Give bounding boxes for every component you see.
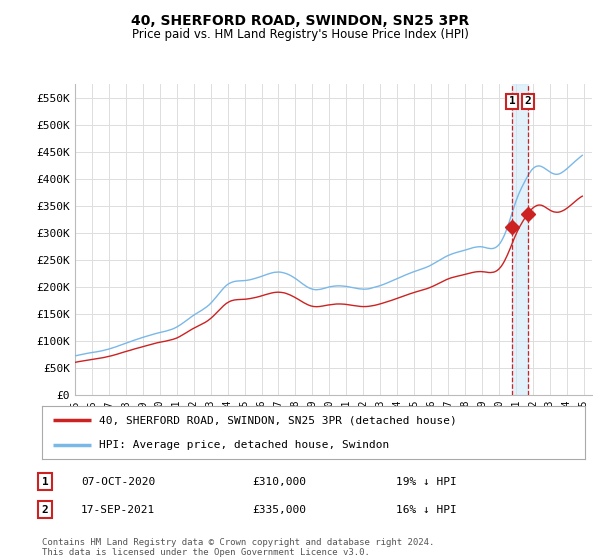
Text: 1: 1 xyxy=(509,96,515,106)
Text: 40, SHERFORD ROAD, SWINDON, SN25 3PR: 40, SHERFORD ROAD, SWINDON, SN25 3PR xyxy=(131,14,469,28)
Text: 2: 2 xyxy=(41,505,49,515)
Text: Contains HM Land Registry data © Crown copyright and database right 2024.
This d: Contains HM Land Registry data © Crown c… xyxy=(42,538,434,557)
Text: 16% ↓ HPI: 16% ↓ HPI xyxy=(396,505,457,515)
Text: 17-SEP-2021: 17-SEP-2021 xyxy=(81,505,155,515)
Text: 07-OCT-2020: 07-OCT-2020 xyxy=(81,477,155,487)
Text: £335,000: £335,000 xyxy=(252,505,306,515)
Text: 2: 2 xyxy=(524,96,532,106)
Text: HPI: Average price, detached house, Swindon: HPI: Average price, detached house, Swin… xyxy=(99,440,389,450)
Text: 1: 1 xyxy=(41,477,49,487)
Text: £310,000: £310,000 xyxy=(252,477,306,487)
Text: Price paid vs. HM Land Registry's House Price Index (HPI): Price paid vs. HM Land Registry's House … xyxy=(131,28,469,41)
Text: 40, SHERFORD ROAD, SWINDON, SN25 3PR (detached house): 40, SHERFORD ROAD, SWINDON, SN25 3PR (de… xyxy=(99,416,457,426)
Text: 19% ↓ HPI: 19% ↓ HPI xyxy=(396,477,457,487)
Bar xyxy=(512,84,528,395)
